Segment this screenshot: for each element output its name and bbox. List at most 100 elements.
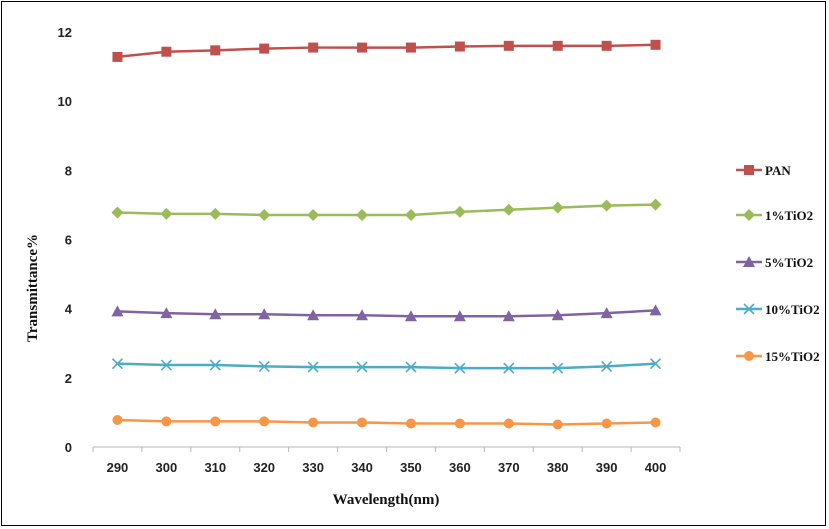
data-point bbox=[111, 358, 124, 370]
data-point bbox=[111, 305, 124, 317]
legend-marker bbox=[744, 165, 754, 175]
data-point bbox=[454, 418, 465, 429]
data-point bbox=[258, 208, 271, 221]
series-layer bbox=[111, 39, 662, 430]
data-point bbox=[160, 307, 173, 319]
x-tick-label: 310 bbox=[204, 460, 226, 475]
data-point bbox=[551, 201, 564, 214]
x-tick-label: 350 bbox=[400, 460, 422, 475]
data-point bbox=[258, 308, 271, 320]
data-point bbox=[502, 310, 515, 322]
legend-marker bbox=[743, 209, 755, 221]
series-line bbox=[117, 43, 656, 59]
legend: PAN 1%TiO2 5%TiO2 10%TiO2 15%TiO2 bbox=[736, 163, 820, 364]
x-tick-label: 390 bbox=[596, 460, 618, 475]
data-point bbox=[453, 310, 466, 322]
series-5 bbox=[112, 415, 661, 430]
data-point bbox=[307, 309, 320, 321]
data-point bbox=[356, 309, 369, 321]
data-point bbox=[405, 42, 416, 53]
data-point bbox=[650, 39, 661, 50]
data-point bbox=[112, 415, 123, 426]
data-point bbox=[503, 362, 515, 374]
data-point bbox=[258, 360, 270, 372]
x-axis-title: Wavelength(nm) bbox=[333, 492, 440, 508]
data-point bbox=[454, 362, 466, 374]
data-point bbox=[210, 45, 221, 56]
data-point bbox=[649, 304, 662, 316]
data-point bbox=[601, 418, 612, 429]
data-point bbox=[502, 203, 515, 216]
x-tick-label: 300 bbox=[156, 460, 178, 475]
x-tick-label: 400 bbox=[645, 460, 667, 475]
data-point bbox=[160, 359, 172, 371]
legend-label: 5%TiO2 bbox=[765, 255, 813, 270]
data-point bbox=[356, 208, 369, 221]
data-point bbox=[357, 42, 368, 53]
legend-item: 5%TiO2 bbox=[736, 255, 813, 270]
data-point bbox=[111, 206, 124, 219]
data-point bbox=[600, 307, 613, 319]
data-point bbox=[405, 361, 417, 373]
y-tick-label: 12 bbox=[58, 25, 72, 40]
data-point bbox=[601, 40, 612, 51]
data-point bbox=[209, 308, 222, 320]
data-point bbox=[405, 418, 416, 429]
y-tick-label: 2 bbox=[65, 371, 72, 386]
series-2 bbox=[111, 198, 662, 221]
series-line bbox=[117, 362, 656, 370]
data-point bbox=[259, 416, 270, 427]
y-tick-label: 4 bbox=[65, 302, 73, 317]
y-axis-ticks: 0 2 4 6 8 10 12 bbox=[58, 25, 73, 455]
data-point bbox=[308, 417, 319, 428]
legend-item: 15%TiO2 bbox=[736, 349, 820, 364]
data-point bbox=[649, 198, 662, 211]
data-point bbox=[210, 416, 221, 427]
data-point bbox=[552, 40, 563, 51]
data-point bbox=[600, 199, 613, 212]
data-point bbox=[308, 42, 319, 53]
data-point bbox=[259, 43, 270, 54]
legend-marker bbox=[743, 303, 755, 315]
y-tick-label: 0 bbox=[65, 440, 72, 455]
data-point bbox=[357, 417, 368, 428]
series-1 bbox=[112, 39, 661, 62]
data-point bbox=[161, 46, 172, 57]
data-point bbox=[503, 40, 514, 51]
series-3 bbox=[111, 304, 662, 322]
data-point bbox=[601, 360, 613, 372]
data-point bbox=[552, 419, 563, 430]
data-point bbox=[307, 208, 320, 221]
series-line bbox=[117, 309, 656, 318]
x-tick-label: 370 bbox=[498, 460, 520, 475]
legend-label: 15%TiO2 bbox=[765, 349, 820, 364]
data-point bbox=[503, 418, 514, 429]
data-point bbox=[307, 361, 319, 373]
x-axis-ticks: 290 300 310 320 330 340 350 360 370 380 390 400 bbox=[92, 447, 681, 475]
legend-label: PAN bbox=[765, 163, 791, 178]
legend-marker bbox=[743, 256, 755, 267]
data-point bbox=[404, 208, 417, 221]
x-tick-label: 320 bbox=[253, 460, 275, 475]
legend-item: 10%TiO2 bbox=[736, 302, 820, 317]
x-tick-label: 340 bbox=[351, 460, 373, 475]
data-point bbox=[161, 416, 172, 427]
y-tick-label: 10 bbox=[58, 94, 72, 109]
x-tick-label: 380 bbox=[547, 460, 569, 475]
y-tick-label: 6 bbox=[65, 233, 72, 248]
data-point bbox=[453, 205, 466, 218]
legend-label: 10%TiO2 bbox=[765, 302, 820, 317]
data-point bbox=[552, 362, 564, 374]
data-point bbox=[454, 41, 465, 52]
y-axis-title: Transmittance% bbox=[25, 234, 41, 342]
data-point bbox=[160, 207, 173, 220]
y-tick-label: 8 bbox=[65, 163, 72, 178]
series-line bbox=[117, 418, 656, 426]
data-point bbox=[404, 310, 417, 322]
legend-marker bbox=[744, 351, 754, 361]
x-tick-label: 290 bbox=[107, 460, 129, 475]
data-point bbox=[551, 309, 564, 321]
data-point bbox=[649, 358, 662, 370]
